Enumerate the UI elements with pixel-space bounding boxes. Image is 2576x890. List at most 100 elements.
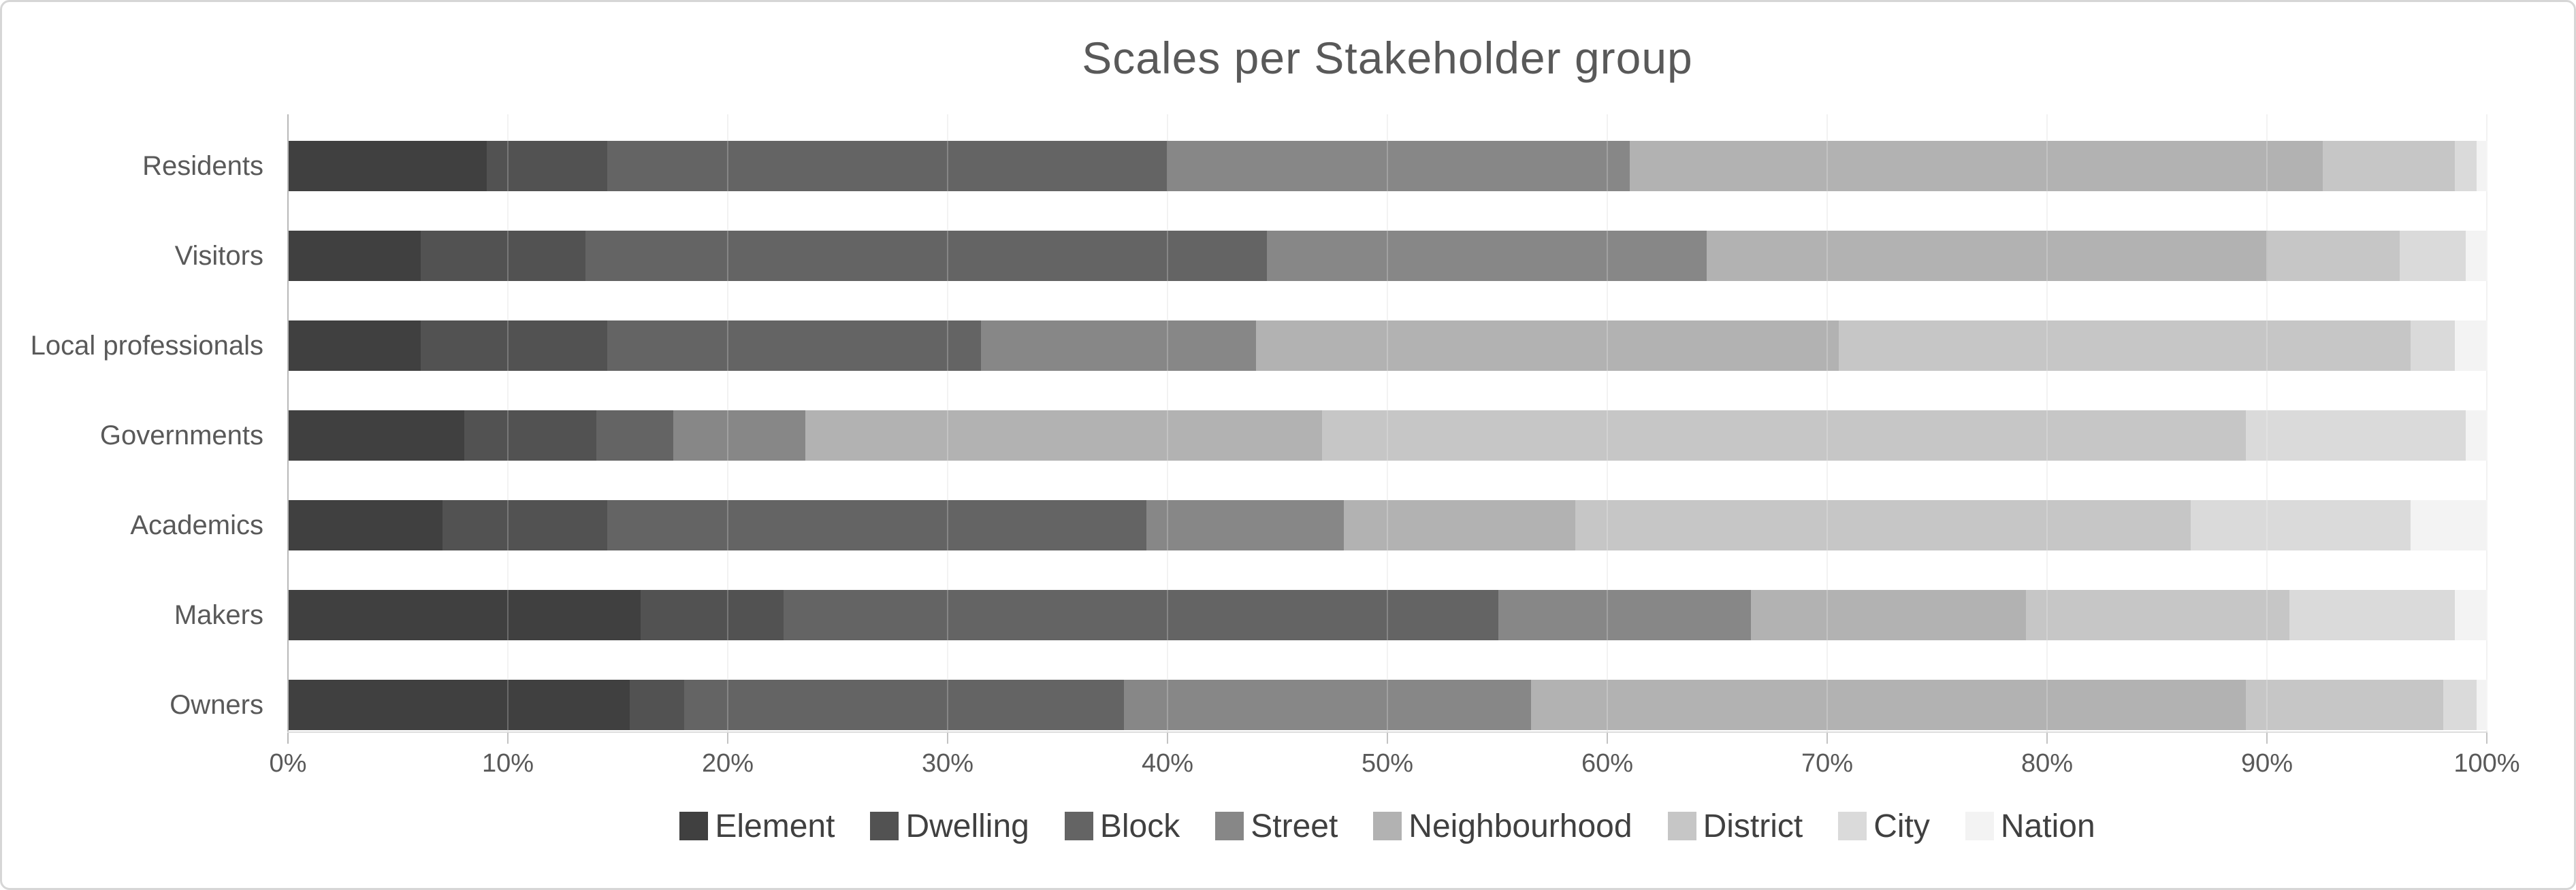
gridline-overlay — [1826, 114, 1828, 731]
legend-item-nation: Nation — [1965, 808, 2095, 845]
gridline-overlay — [2266, 114, 2268, 731]
gridline-overlay — [947, 114, 948, 731]
category-label: Residents — [142, 151, 263, 181]
x-axis-tick-label: 90% — [2240, 749, 2293, 778]
x-axis-tick-label: 30% — [921, 749, 974, 778]
legend-label: Element — [715, 808, 835, 844]
gridline-overlay — [507, 114, 509, 731]
bar-row — [289, 320, 2488, 371]
bar-segment-city — [2410, 320, 2455, 371]
legend-label: Block — [1099, 808, 1180, 844]
bar-segment-nation — [2465, 410, 2488, 461]
gridline-overlay — [2046, 114, 2048, 731]
bar-segment-street — [673, 410, 806, 461]
legend-label: Nation — [2000, 808, 2095, 844]
bar-segment-nation — [2410, 500, 2488, 550]
bar-segment-block — [596, 410, 674, 461]
legend-swatch-icon — [1215, 812, 1244, 840]
bar-segment-element — [289, 141, 487, 191]
bar-row — [289, 500, 2488, 550]
bar-segment-street — [1267, 231, 1707, 281]
legend-label: Neighbourhood — [1408, 808, 1632, 844]
bar-segment-block — [607, 320, 982, 371]
bar-segment-element — [289, 590, 641, 640]
bar-segment-street — [1498, 590, 1751, 640]
x-axis-line — [287, 731, 2488, 733]
legend-item-street: Street — [1215, 808, 1338, 845]
bar-segment-nation — [2465, 231, 2488, 281]
legend-item-dwelling: Dwelling — [870, 808, 1029, 845]
legend-swatch-icon — [1965, 812, 1994, 840]
bar-segment-city — [2190, 500, 2411, 550]
bar-segment-element — [289, 680, 630, 730]
category-label: Local professionals — [30, 331, 263, 361]
legend-swatch-icon — [1667, 812, 1696, 840]
y-axis-line — [287, 114, 289, 744]
x-axis-tick-mark — [947, 731, 948, 744]
bar-segment-district — [2268, 231, 2400, 281]
bar-segment-element — [289, 500, 443, 550]
x-axis-tick-label: 60% — [1581, 749, 1634, 778]
bar-segment-block — [607, 141, 1168, 191]
gridline-overlay — [727, 114, 728, 731]
x-axis-tick-mark — [2486, 731, 2488, 744]
bar-segment-city — [2289, 590, 2455, 640]
bar-segment-city — [2454, 141, 2477, 191]
bar-segment-block — [783, 590, 1498, 640]
bar-segment-neighbourhood — [1344, 500, 1575, 550]
legend-swatch-icon — [679, 812, 709, 840]
bar-segment-street — [981, 320, 1257, 371]
chart-title: Scales per Stakeholder group — [1082, 33, 1693, 83]
bar-segment-dwelling — [629, 680, 685, 730]
x-axis-tick-label: 100% — [2453, 749, 2520, 778]
bar-segment-district — [2025, 590, 2290, 640]
bar-segment-nation — [2476, 680, 2488, 730]
gridline-overlay — [2486, 114, 2488, 731]
bar-segment-nation — [2454, 590, 2488, 640]
bar-segment-dwelling — [420, 231, 586, 281]
bar-segment-district — [1575, 500, 2191, 550]
bar-segment-dwelling — [442, 500, 608, 550]
bar-segment-street — [1168, 141, 1630, 191]
bar-segment-city — [2399, 231, 2466, 281]
x-axis-tick-mark — [1607, 731, 1608, 744]
legend-label: Dwelling — [905, 808, 1029, 844]
bar-row — [289, 680, 2488, 730]
bar-segment-dwelling — [486, 141, 608, 191]
legend-swatch-icon — [1064, 812, 1093, 840]
legend-label: District — [1703, 808, 1803, 844]
bar-row — [289, 410, 2488, 461]
x-axis-tick-label: 0% — [269, 749, 307, 778]
x-axis-tick-mark — [1826, 731, 1828, 744]
x-axis-tick-mark — [727, 731, 728, 744]
bar-segment-neighbourhood — [1707, 231, 2268, 281]
legend-swatch-icon — [1373, 812, 1402, 840]
bar-segment-element — [289, 231, 421, 281]
bar-segment-neighbourhood — [805, 410, 1323, 461]
category-label: Owners — [170, 690, 263, 720]
bar-segment-neighbourhood — [1630, 141, 2323, 191]
gridline-overlay — [1607, 114, 1608, 731]
x-axis-tick-mark — [1167, 731, 1168, 744]
bar-segment-nation — [2476, 141, 2488, 191]
legend-label: Street — [1251, 808, 1338, 844]
legend-label: City — [1873, 808, 1930, 844]
category-label: Governments — [99, 421, 263, 450]
bar-segment-block — [585, 231, 1268, 281]
legend-swatch-icon — [1838, 812, 1867, 840]
legend-item-neighbourhood: Neighbourhood — [1373, 808, 1632, 845]
bar-segment-dwelling — [420, 320, 608, 371]
x-axis-tick-mark — [507, 731, 509, 744]
x-axis-tick-mark — [1387, 731, 1388, 744]
bar-segment-neighbourhood — [1256, 320, 1839, 371]
x-axis-tick-label: 40% — [1141, 749, 1194, 778]
bar-segment-neighbourhood — [1530, 680, 2246, 730]
x-axis-tick-label: 80% — [2020, 749, 2074, 778]
legend-item-city: City — [1838, 808, 1930, 845]
x-axis-tick-mark — [2046, 731, 2048, 744]
bar-row — [289, 141, 2488, 191]
bar-segment-district — [1839, 320, 2411, 371]
